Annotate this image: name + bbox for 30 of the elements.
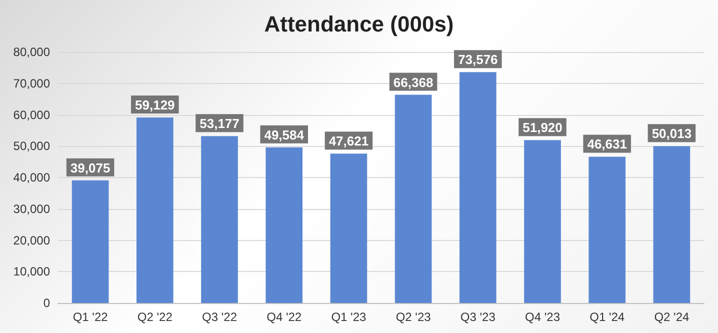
y-tick-label: 30,000: [13, 202, 50, 216]
x-tick-label: Q2 '23: [396, 310, 432, 324]
y-tick-label: 40,000: [13, 170, 50, 184]
y-tick-label: 10,000: [13, 264, 50, 279]
y-tick-label: 80,000: [13, 45, 50, 59]
y-tick-label: 20,000: [13, 233, 50, 248]
data-label: 49,584: [264, 127, 305, 142]
x-tick-label: Q2 '24: [654, 310, 690, 324]
x-tick-label: Q1 '23: [331, 310, 367, 324]
chart-title: Attendance (000s): [264, 12, 454, 36]
data-label: 50,013: [652, 126, 692, 142]
y-tick-label: 70,000: [13, 76, 50, 90]
data-label: 53,177: [200, 116, 240, 132]
x-tick-label: Q4 '23: [525, 310, 560, 324]
data-label: 51,920: [522, 120, 562, 136]
x-tick-label: Q1 '22: [72, 310, 108, 324]
data-label: 39,075: [70, 160, 110, 176]
x-tick-label: Q3 '22: [202, 310, 238, 324]
x-tick-label: Q4 '22: [266, 310, 302, 324]
y-tick-label: 0: [43, 296, 50, 310]
x-tick-label: Q2 '22: [137, 310, 173, 324]
data-label: 47,621: [328, 134, 369, 149]
data-label: 73,576: [458, 52, 498, 68]
data-label: 46,631: [587, 136, 627, 152]
data-label: 66,368: [393, 74, 434, 90]
x-tick-label: Q3 '23: [460, 310, 496, 324]
y-tick-label: 50,000: [13, 139, 50, 154]
x-tick-label: Q1 '24: [590, 310, 625, 324]
data-label: 59,129: [135, 97, 175, 112]
y-tick-label: 60,000: [13, 108, 50, 122]
